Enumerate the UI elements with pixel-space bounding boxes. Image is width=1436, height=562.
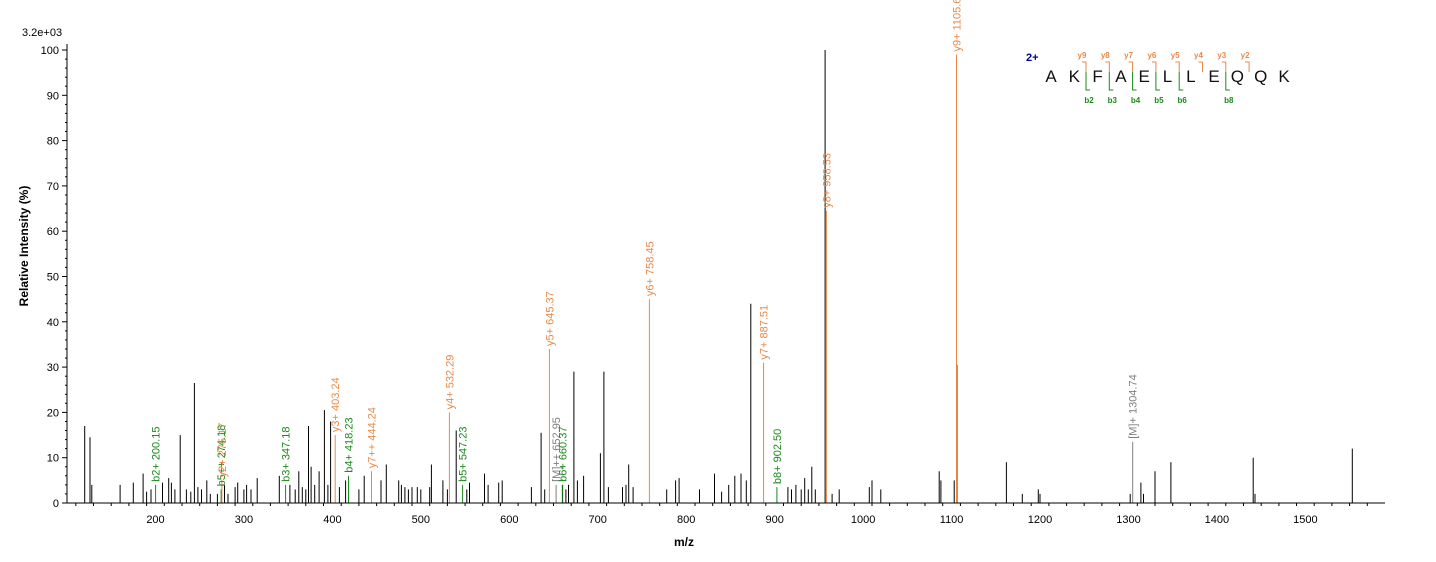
x-tick-label: 1200 — [1028, 514, 1052, 526]
residue-letter: E — [1139, 67, 1150, 86]
y-ion-marker-label: y6 — [1147, 51, 1156, 60]
x-axis-title: m/z — [674, 535, 694, 549]
b-ion-marker-label: b4 — [1131, 96, 1141, 105]
y-ion-marker-label: y5 — [1171, 51, 1180, 60]
residue-letter: L — [1163, 67, 1172, 86]
x-tick-label: 1300 — [1116, 514, 1140, 526]
b-cleavage-marker — [1225, 72, 1230, 91]
charge-state-label: 2+ — [1026, 52, 1039, 64]
b-ion-marker-label: b6 — [1178, 96, 1188, 105]
x-tick-label: 900 — [766, 514, 784, 526]
y-tick-label: 0 — [53, 498, 59, 510]
residue-letter: E — [1208, 67, 1219, 86]
b-ion-marker-label: b2 — [1084, 96, 1094, 105]
residue-letter: Q — [1254, 67, 1267, 86]
y-ion-label: y4+ 532.29 — [444, 355, 456, 410]
x-tick-label: 1000 — [851, 514, 875, 526]
b-ion-marker-label: b5 — [1154, 96, 1164, 105]
y-cleavage-marker — [1175, 61, 1180, 72]
y-ion-label: y8+ 958.53 — [821, 153, 833, 208]
annotated-peaks-layer — [155, 54, 1134, 503]
b-ion-label: b5+ 547.23 — [458, 427, 470, 482]
b-ion-marker-label: b3 — [1108, 96, 1118, 105]
b-ion-marker-label: b8 — [1224, 96, 1234, 105]
x-tick-label: 1400 — [1205, 514, 1229, 526]
b-ion-label: b6+ 660.37 — [558, 427, 570, 482]
y-ion-label: y6+ 758.45 — [644, 241, 656, 296]
y-tick-label: 50 — [47, 272, 59, 284]
residue-letter: Q — [1231, 67, 1244, 86]
y-ion-marker-label: y7 — [1124, 51, 1133, 60]
b-cleavage-marker — [1155, 72, 1160, 91]
y-axis-title: Relative Intensity (%) — [17, 186, 31, 307]
x-tick-label: 1100 — [940, 514, 964, 526]
precursor-ion-label: [M]+ 1304.74 — [1128, 374, 1140, 439]
y-ion-label: y3+ 403.24 — [330, 377, 342, 432]
y-tick-label: 80 — [47, 136, 59, 148]
b-ion-label: b2+ 200.15 — [151, 427, 163, 482]
residue-letter: A — [1115, 67, 1127, 86]
y-tick-label: 70 — [47, 181, 59, 193]
residue-letter: K — [1069, 67, 1081, 86]
residue-letter: F — [1092, 67, 1102, 86]
y-tick-label: 20 — [47, 407, 59, 419]
x-tick-label: 400 — [323, 514, 341, 526]
y-tick-label: 40 — [47, 317, 59, 329]
y-ion-label: y2+ 275.17 — [217, 423, 229, 478]
y-tick-label: 60 — [47, 226, 59, 238]
x-tick-label: 200 — [146, 514, 164, 526]
y-tick-label: 100 — [41, 45, 59, 57]
b-ion-label: b8+ 902.50 — [772, 429, 784, 484]
y-ion-marker-label: y9 — [1078, 51, 1087, 60]
y-cleavage-marker — [1128, 61, 1134, 72]
y-tick-label: 90 — [47, 90, 59, 102]
y-ion-label: y7+ 887.51 — [759, 305, 771, 360]
b-ion-label: b3+ 347.18 — [281, 427, 293, 482]
peaks-layer — [84, 50, 1353, 503]
y-cleavage-marker — [1105, 61, 1110, 72]
y-ion-marker-label: y8 — [1101, 51, 1110, 60]
b-cleavage-marker — [1132, 72, 1137, 91]
precursor-ion-label: [M]++ 652.95 — [551, 417, 563, 482]
y-ion-marker-label: y2 — [1241, 51, 1250, 60]
ticks-layer: 0 10 20 30 40 50 60 70 80 90 100 200 300 400 500 600 700… — [41, 45, 1368, 526]
y-cleavage-marker — [1082, 61, 1087, 72]
b-cleavage-marker — [1108, 72, 1114, 91]
scale-label: 3.2e+03 — [22, 27, 62, 39]
x-tick-label: 800 — [677, 514, 695, 526]
b-cleavage-marker — [1085, 72, 1090, 91]
b-ion-label: b4+ 418.23 — [344, 417, 356, 472]
x-tick-label: 500 — [412, 514, 430, 526]
b-ion-label: b5++ 274.18 — [216, 425, 228, 487]
x-tick-label: 700 — [589, 514, 607, 526]
y-ion-label: y7++ 444.24 — [367, 407, 379, 468]
y-ion-label: y9+ 1105.60 — [952, 0, 964, 52]
y-cleavage-marker — [1198, 61, 1203, 72]
y-tick-label: 30 — [47, 362, 59, 374]
x-tick-label: 1500 — [1293, 514, 1317, 526]
axes-layer — [66, 44, 1385, 504]
y-cleavage-marker — [1245, 61, 1250, 72]
residue-letter: A — [1045, 67, 1057, 86]
x-tick-label: 600 — [500, 514, 518, 526]
y-tick-label: 10 — [47, 453, 59, 465]
b-cleavage-marker — [1178, 72, 1184, 91]
y-ion-label: y5+ 645.37 — [544, 291, 556, 346]
residue-letter: K — [1278, 67, 1290, 86]
x-tick-label: 300 — [235, 514, 253, 526]
y-ion-marker-label: y4 — [1194, 51, 1203, 60]
y-ion-marker-label: y3 — [1217, 51, 1226, 60]
residue-letter: L — [1186, 67, 1195, 86]
y-cleavage-marker — [1151, 61, 1157, 72]
y-cleavage-marker — [1221, 61, 1227, 72]
